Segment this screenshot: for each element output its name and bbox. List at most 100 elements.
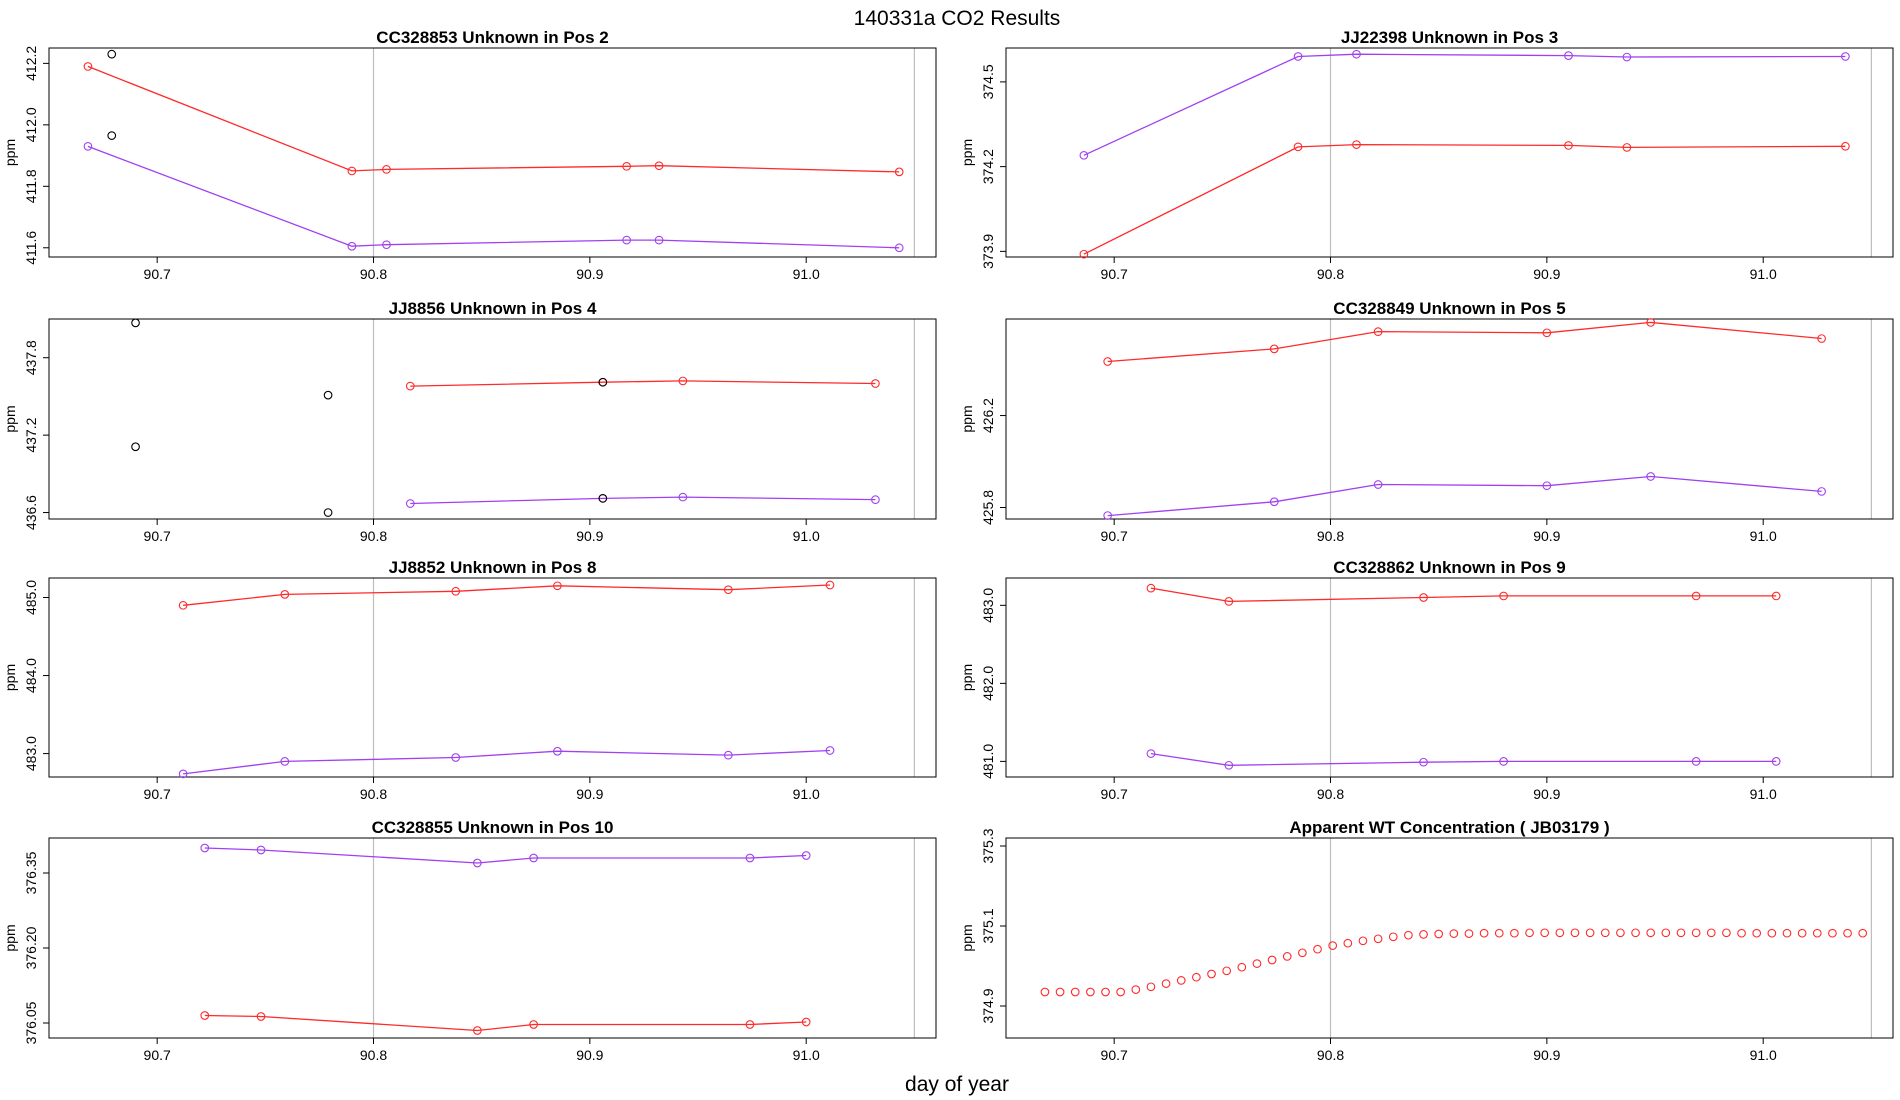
data-point-red [347, 166, 357, 176]
x-tick-label: 90.8 [360, 1047, 387, 1063]
panel-p8: Apparent WT Concentration ( JB03179 ) ppm… [959, 818, 1894, 1063]
panel-p5: JJ8852 Unknown in Pos 8 ppm 90.7 90.8 90.9 91… [2, 558, 937, 802]
x-tick-label: 90.8 [1317, 528, 1344, 544]
x-tick-label: 91.0 [793, 528, 820, 544]
series-line-purple [1150, 752, 1777, 766]
plot-frame [48, 837, 937, 1039]
data-point-purple [825, 746, 835, 755]
series-purple [1079, 49, 1850, 160]
data-point-black [598, 377, 608, 387]
data-point-red [1737, 928, 1746, 938]
data-point-purple [871, 495, 880, 504]
x-tick-label: 90.7 [144, 266, 171, 282]
data-point-red [1328, 941, 1338, 950]
data-point-purple [1269, 497, 1279, 507]
series-line-red [204, 1014, 807, 1032]
y-axis-label: ppm [2, 664, 18, 691]
data-point-purple [723, 750, 733, 760]
data-point-purple [1542, 481, 1552, 491]
data-point-black [107, 131, 117, 140]
series-line-red [87, 65, 900, 173]
panel-title: JJ8856 Unknown in Pos 4 [389, 299, 597, 318]
data-point-black [107, 49, 117, 59]
x-tick-label: 90.7 [144, 786, 171, 802]
data-point-red [1771, 591, 1781, 601]
y-axis-label: ppm [2, 924, 18, 951]
data-point-purple [801, 851, 811, 860]
data-point-red [1116, 987, 1126, 997]
data-point-red [1722, 928, 1731, 938]
data-point-red [745, 1020, 755, 1029]
x-tick-label: 90.9 [1533, 528, 1560, 544]
data-point-red [1079, 249, 1089, 259]
y-tick-label: 483.0 [980, 588, 996, 623]
x-tick-label: 91.0 [1750, 528, 1777, 544]
figure-title: 140331a CO2 Results [854, 7, 1061, 30]
data-point-purple [745, 853, 755, 863]
y-tick-label: 375.3 [980, 828, 996, 863]
data-point-red [1388, 932, 1398, 942]
panel-p7: CC328855 Unknown in Pos 10 ppm 90.7 90.8 90.… [2, 818, 937, 1063]
y-tick-label: 374.5 [980, 64, 996, 99]
data-point-red [1797, 928, 1807, 938]
y-axis-label: ppm [959, 664, 975, 691]
data-point-red [1817, 334, 1826, 343]
data-point-black [131, 318, 140, 328]
data-point-purple [451, 753, 461, 762]
panel-p6: CC328862 Unknown in Pos 9 ppm 90.7 90.8 90.9… [959, 558, 1894, 802]
data-point-red [1464, 929, 1474, 938]
x-tick-label: 91.0 [1750, 266, 1777, 282]
data-point-black [598, 494, 608, 503]
y-tick-label: 484.0 [23, 658, 39, 693]
data-point-red [1540, 928, 1550, 938]
data-point-red [1131, 985, 1141, 994]
panel-title: Apparent WT Concentration ( JB03179 ) [1289, 818, 1609, 837]
series-red [1040, 928, 1868, 997]
series-purple [83, 142, 904, 253]
y-axis-label: ppm [959, 405, 975, 432]
data-point-red [1646, 318, 1656, 327]
data-point-purple [200, 843, 210, 853]
data-point-red [1631, 928, 1640, 938]
y-tick-label: 412.2 [23, 46, 39, 81]
data-point-red [1564, 141, 1573, 150]
y-tick-label: 376.05 [23, 1001, 39, 1044]
y-tick-label: 376.20 [23, 926, 39, 969]
data-point-purple [347, 241, 357, 251]
data-point-purple [1499, 757, 1508, 766]
plot-frame [48, 318, 937, 520]
data-point-purple [1103, 511, 1113, 520]
x-tick-label: 90.9 [576, 266, 603, 282]
x-tick-label: 90.8 [1317, 786, 1344, 802]
x-tick-label: 91.0 [1750, 1047, 1777, 1063]
data-point-red [1542, 328, 1552, 338]
series-line-purple [1107, 475, 1822, 517]
data-point-red [1752, 928, 1762, 938]
data-point-red [1161, 979, 1171, 988]
y-tick-label: 436.6 [23, 495, 39, 530]
data-point-red [1828, 928, 1837, 938]
data-point-purple [894, 243, 904, 253]
data-point-red [382, 165, 391, 174]
data-point-red [1269, 344, 1279, 354]
y-tick-label: 437.8 [23, 340, 39, 375]
data-point-black [323, 390, 333, 400]
panels: CC328853 Unknown in Pos 2 ppm 90.7 90.8 90.9… [2, 28, 1894, 1063]
series-line-red [183, 584, 831, 606]
panel-title: CC328855 Unknown in Pos 10 [372, 818, 614, 837]
data-point-red [1434, 929, 1444, 939]
data-point-red [405, 381, 415, 391]
series-line-purple [183, 749, 831, 775]
data-point-purple [1224, 760, 1234, 770]
data-point-red [473, 1026, 482, 1035]
data-point-red [1224, 597, 1234, 606]
y-tick-label: 437.2 [23, 417, 39, 452]
data-point-purple [1419, 757, 1428, 767]
panel-p1: CC328853 Unknown in Pos 2 ppm 90.7 90.8 90.9… [2, 28, 937, 282]
y-tick-label: 374.2 [980, 149, 996, 184]
data-point-black [131, 442, 140, 452]
data-point-red [1510, 928, 1519, 938]
data-point-red [1192, 972, 1201, 982]
data-point-red [1479, 928, 1489, 938]
x-tick-label: 90.9 [1533, 786, 1560, 802]
